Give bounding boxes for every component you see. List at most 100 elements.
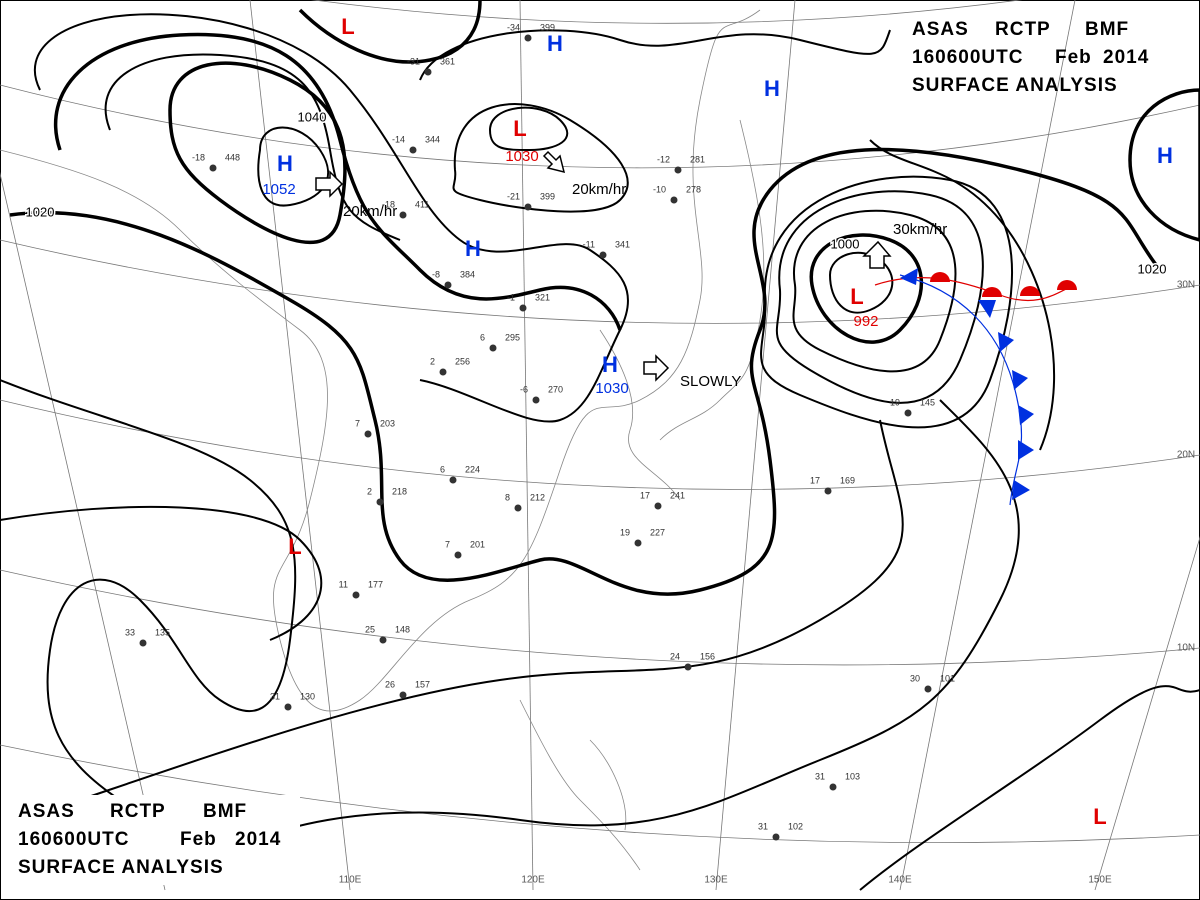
station-dot (399, 691, 407, 699)
station-dot (924, 685, 932, 693)
station: RCTP (110, 801, 166, 822)
station-pressure: 157 (415, 679, 430, 689)
isobar-label: 1040 (298, 109, 327, 124)
station-dot (519, 304, 527, 312)
station-pressure: 203 (380, 418, 395, 428)
center-pressure: 1030 (595, 380, 628, 397)
station-dot (284, 703, 292, 711)
station-dot (352, 591, 360, 599)
station-dot (904, 409, 912, 417)
station-pressure: 281 (690, 154, 705, 164)
station-dot (139, 639, 147, 647)
station-pressure: 103 (845, 771, 860, 781)
longitude-label: 120E (521, 875, 545, 886)
station-pressure: 177 (368, 579, 383, 589)
center-symbol: H (602, 352, 618, 377)
station-pressure: 218 (392, 486, 407, 496)
station: RCTP (995, 19, 1051, 40)
title: SURFACE ANALYSIS (912, 75, 1118, 96)
station-temp: 6 (440, 464, 445, 474)
month: Feb (180, 829, 217, 850)
station-pressure: 341 (615, 239, 630, 249)
station-temp: 6 (480, 332, 485, 342)
station-temp: -31 (407, 56, 420, 66)
header-top: ASAS RCTP BMF 160600UTC Feb 2014 SURFACE… (912, 19, 1148, 96)
station-temp: 7 (355, 418, 360, 428)
station-pressure: 212 (530, 492, 545, 502)
station-dot (424, 68, 432, 76)
station-temp: 26 (385, 679, 395, 689)
station-temp: 8 (505, 492, 510, 502)
station-dot (514, 504, 522, 512)
station-pressure: 102 (788, 821, 803, 831)
station-temp: -18 (382, 199, 395, 209)
year: 2014 (235, 829, 281, 850)
station-dot (409, 146, 417, 154)
station-dot (670, 196, 678, 204)
station-pressure: 148 (395, 624, 410, 634)
month: Feb (1055, 47, 1092, 68)
station-pressure: 448 (225, 152, 240, 162)
longitude-label: 130E (704, 875, 728, 886)
station-temp: 33 (125, 627, 135, 637)
center-symbol: H (277, 151, 293, 176)
station-pressure: 241 (670, 490, 685, 500)
longitude-label: 140E (888, 875, 912, 886)
longitude-label: 150E (1088, 875, 1112, 886)
station-pressure: 256 (455, 356, 470, 366)
station-dot (489, 344, 497, 352)
product: ASAS (912, 19, 969, 40)
station-temp: -8 (432, 269, 440, 279)
station-temp: -6 (520, 384, 528, 394)
center-symbol: H (1157, 143, 1173, 168)
station-dot (524, 203, 532, 211)
station-pressure: 130 (300, 691, 315, 701)
station-dot (634, 539, 642, 547)
station-pressure: 399 (540, 22, 555, 32)
station-dot (454, 551, 462, 559)
station-temp: 31 (270, 691, 280, 701)
isobar-label: 1020 (1138, 261, 1167, 276)
station-temp: -21 (507, 191, 520, 201)
station-pressure: 344 (425, 134, 440, 144)
center-pressure: 1030 (505, 148, 538, 165)
latitude-label: 20N (1177, 450, 1195, 461)
station-pressure: 201 (470, 539, 485, 549)
center-symbol: L (513, 116, 526, 141)
center-pressure: 1052 (262, 181, 295, 198)
station-dot (532, 396, 540, 404)
motion-label: SLOWLY (680, 373, 741, 390)
time: 160600UTC (18, 829, 129, 850)
station-dot (449, 476, 457, 484)
station-pressure: 321 (535, 292, 550, 302)
center-symbol: H (764, 76, 780, 101)
station-temp: 19 (890, 397, 900, 407)
station-dot (399, 211, 407, 219)
center-symbol: L (341, 14, 354, 39)
station-pressure: 156 (700, 651, 715, 661)
fronts (874, 268, 1077, 506)
station-pressure: 384 (460, 269, 475, 279)
station-dot (674, 166, 682, 174)
station-temp: -10 (653, 184, 666, 194)
station-pressure: 227 (650, 527, 665, 537)
station-temp: -34 (507, 22, 520, 32)
station-temp: -14 (392, 134, 405, 144)
station-pressure: 295 (505, 332, 520, 342)
station-temp: -1 (507, 292, 515, 302)
station-temp: 17 (640, 490, 650, 500)
station-dot (599, 251, 607, 259)
center-symbol: L (288, 534, 301, 559)
station-pressure: 145 (920, 397, 935, 407)
center-symbol: H (547, 31, 563, 56)
station-dot (376, 498, 384, 506)
station-dot (524, 34, 532, 42)
time: 160600UTC (912, 47, 1023, 68)
header-bottom: ASAS RCTP BMF 160600UTC Feb 2014 SURFACE… (10, 795, 300, 885)
office: BMF (1085, 19, 1129, 40)
isobar-label: 1020 (26, 204, 55, 219)
station-temp: 25 (365, 624, 375, 634)
